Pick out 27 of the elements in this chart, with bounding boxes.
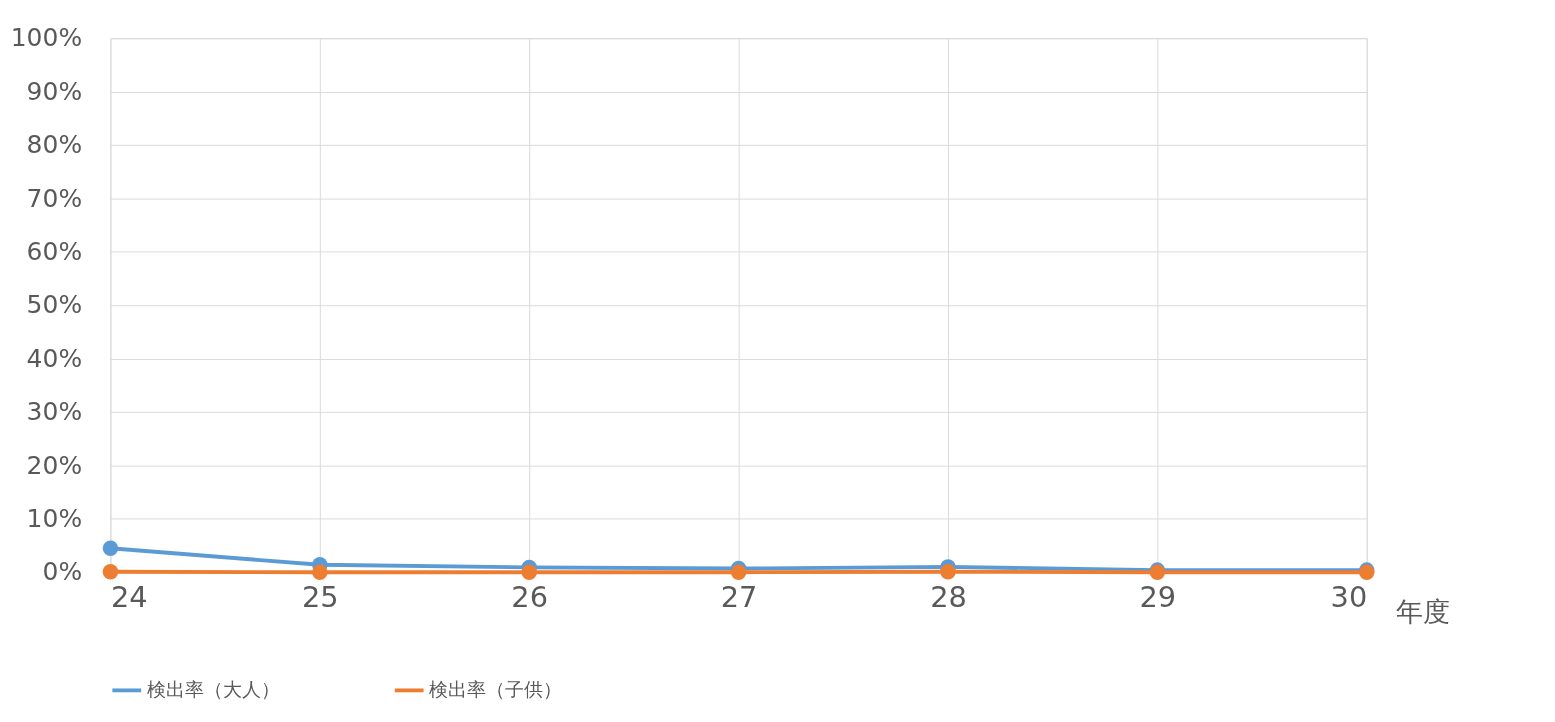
y-tick-label: 10%: [26, 504, 83, 534]
point: [730, 564, 747, 580]
x-tick-label: 29: [1139, 580, 1177, 615]
x-axis-title: 年度: [1395, 595, 1450, 627]
y-tick-label: 90%: [26, 76, 83, 106]
y-tick-label: 100%: [10, 23, 83, 53]
y-tick-label: 20%: [26, 450, 83, 480]
legend-label: 検出率（大人）: [146, 678, 280, 702]
y-tick-label: 40%: [26, 343, 83, 373]
point: [940, 563, 956, 580]
y-tick-label: 50%: [26, 290, 83, 320]
y-tick-label: 30%: [26, 397, 83, 427]
x-tick-label: 27: [720, 580, 758, 615]
legend-label: 検出率（子供）: [429, 678, 563, 702]
point: [102, 563, 119, 580]
x-tick-label: 24: [110, 580, 148, 615]
y-tick-label: 70%: [26, 183, 83, 213]
point: [312, 564, 328, 580]
point: [102, 540, 119, 556]
point: [521, 564, 537, 580]
x-tick-label: 28: [930, 580, 967, 615]
y-tick-label: 80%: [26, 130, 83, 160]
y-tick-label: 0%: [42, 557, 83, 587]
x-tick-label: 30: [1330, 580, 1368, 615]
y-tick-label: 60%: [26, 237, 83, 266]
x-tick-label: 25: [301, 580, 339, 615]
x-tick-label: 26: [511, 580, 549, 615]
